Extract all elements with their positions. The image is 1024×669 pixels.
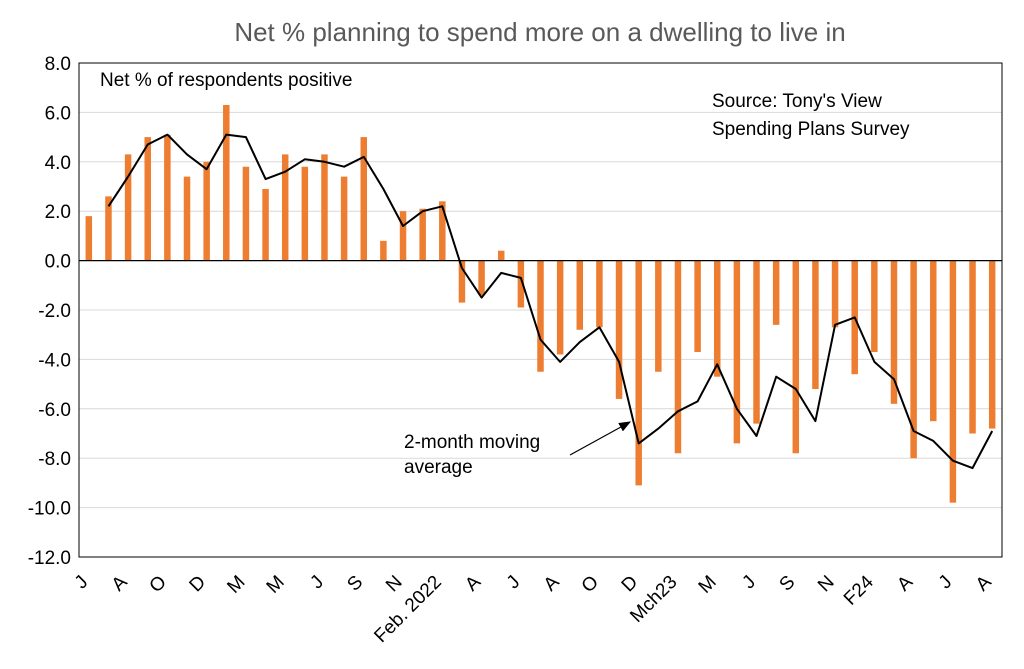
- bar: [792, 260, 800, 454]
- plot-area-frame: [78, 62, 1003, 558]
- y-tick-label: -12.0: [28, 548, 71, 569]
- bar: [714, 260, 721, 377]
- y-axis-ticks: 8.0 6.0 4.0 2.0 0.0 -2.0 -4.0 -6.0 -8.0 -10.0 -12.…: [28, 54, 71, 569]
- bar: [203, 161, 210, 261]
- y-tick-label: 0.0: [45, 252, 71, 273]
- bar: [223, 104, 230, 261]
- bar: [871, 260, 878, 352]
- x-tick-label: A: [540, 571, 564, 595]
- chart-title: Net % planning to spend more on a dwelli…: [234, 17, 845, 47]
- bar: [458, 260, 466, 303]
- x-tick-label: D: [186, 572, 211, 597]
- x-tick-label: A: [108, 571, 132, 595]
- x-tick-label: J: [503, 572, 525, 594]
- bar: [635, 260, 642, 486]
- y-tick-label: 8.0: [45, 54, 71, 75]
- bar: [105, 196, 112, 261]
- x-tick-label: S: [776, 572, 800, 596]
- x-tick-label: J: [71, 572, 93, 594]
- bar: [281, 154, 289, 261]
- x-tick-label: A: [972, 571, 996, 595]
- source-line-1: Source: Tony's View: [712, 91, 882, 112]
- bar: [949, 260, 957, 503]
- bar: [930, 260, 937, 422]
- bar: [164, 134, 171, 261]
- x-tick-label: O: [146, 572, 171, 597]
- bar: [537, 260, 544, 372]
- bar: [124, 154, 132, 261]
- bar: [596, 260, 603, 328]
- bar: [733, 260, 741, 444]
- y-tick-label: 2.0: [45, 202, 71, 223]
- x-tick-label: M: [223, 572, 249, 598]
- x-tick-label: A: [893, 571, 917, 595]
- y-axis-label: Net % of respondents positive: [100, 70, 352, 91]
- x-tick-label: Feb. 2022: [370, 572, 445, 647]
- bar: [517, 260, 525, 308]
- bar: [340, 176, 348, 261]
- bar: [988, 260, 996, 429]
- bar: [242, 166, 250, 261]
- bar: [85, 216, 93, 261]
- bar: [360, 137, 367, 261]
- ma-label-line-1: 2-month moving: [404, 432, 540, 453]
- bar: [772, 260, 780, 325]
- y-tick-label: -10.0: [28, 499, 71, 520]
- x-tick-label: J: [738, 572, 760, 594]
- bar: [439, 201, 446, 261]
- y-tick-label: 6.0: [45, 103, 71, 124]
- bar: [674, 260, 682, 454]
- bar: [753, 260, 760, 424]
- moving-average-line: [107, 133, 994, 470]
- bar: [615, 260, 623, 399]
- y-tick-label: 4.0: [45, 153, 71, 174]
- x-tick-label: O: [578, 572, 603, 597]
- y-tick-label: -2.0: [38, 301, 71, 322]
- x-tick-label: A: [461, 571, 485, 595]
- ma-label-line-2: average: [404, 457, 473, 478]
- bar: [321, 154, 328, 261]
- bar: [478, 260, 485, 296]
- bar: [694, 260, 701, 352]
- bar: [301, 166, 309, 261]
- y-tick-label: -4.0: [38, 350, 71, 371]
- bar: [262, 188, 269, 261]
- x-tick-label: J: [935, 572, 957, 594]
- x-tick-label: F24: [840, 571, 878, 609]
- moving-average-series: [107, 133, 994, 470]
- x-tick-label: J: [306, 572, 328, 594]
- bar-series: [85, 104, 996, 503]
- bar: [183, 176, 191, 261]
- bar: [969, 260, 976, 434]
- bar: [910, 260, 917, 459]
- x-tick-label: M: [263, 572, 289, 598]
- x-tick-label: N: [382, 572, 407, 597]
- y-tick-label: -8.0: [38, 449, 71, 470]
- y-tick-label: -6.0: [38, 400, 71, 421]
- bar: [380, 240, 387, 261]
- bar: [890, 260, 898, 404]
- bar: [497, 250, 505, 261]
- bar: [831, 260, 839, 328]
- bar: [144, 137, 151, 261]
- x-tick-label: M: [695, 572, 721, 598]
- bar: [419, 208, 426, 261]
- source-line-2: Spending Plans Survey: [712, 119, 910, 140]
- bar: [556, 260, 564, 355]
- x-tick-label: N: [814, 572, 839, 597]
- bar: [655, 260, 662, 372]
- ma-label-arrow: [569, 421, 632, 456]
- bar: [812, 260, 819, 390]
- x-tick-label: S: [343, 572, 367, 596]
- bar: [399, 211, 407, 261]
- x-tick-label: D: [618, 572, 643, 597]
- bar: [576, 260, 584, 330]
